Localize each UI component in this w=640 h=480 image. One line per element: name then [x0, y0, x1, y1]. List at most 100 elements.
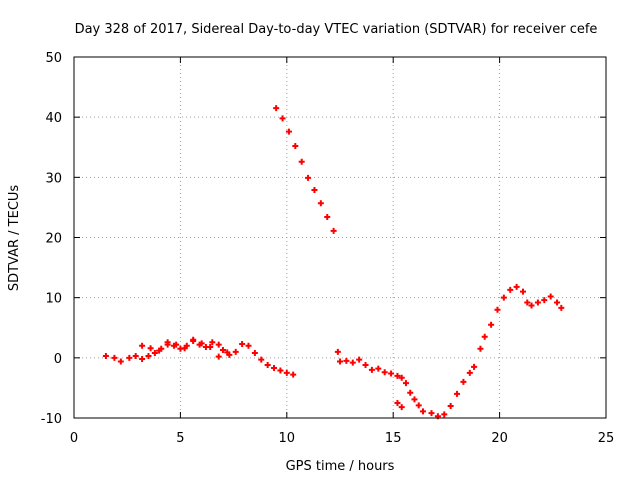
data-point [190, 337, 197, 344]
data-point [334, 348, 341, 355]
data-point [394, 399, 401, 406]
data-point [441, 411, 448, 418]
data-point [111, 354, 118, 361]
x-tick-label: 20 [491, 431, 508, 446]
series-segment-2 [273, 105, 337, 234]
data-point [466, 369, 473, 376]
data-point [324, 214, 331, 221]
data-point [454, 390, 461, 397]
y-tick-label: 0 [54, 352, 62, 367]
data-point [500, 294, 507, 301]
data-point [209, 339, 216, 346]
data-point [198, 340, 205, 347]
data-point [554, 299, 561, 306]
data-point [126, 354, 133, 361]
data-point [337, 358, 343, 365]
x-tick-label: 25 [598, 431, 615, 446]
data-point [398, 404, 405, 411]
data-point [356, 356, 363, 363]
y-tick-label: 30 [45, 171, 62, 186]
y-axis-label: SDTVAR / TECUs [7, 185, 22, 292]
data-point [285, 128, 292, 135]
data-point [173, 341, 180, 348]
data-point [411, 396, 418, 403]
data-point [381, 369, 388, 376]
data-point [258, 356, 265, 363]
data-point [330, 227, 337, 234]
data-point [507, 286, 514, 293]
series-segment-6 [428, 363, 478, 420]
data-point [145, 353, 152, 360]
data-point [524, 299, 531, 306]
series-segment-3 [334, 348, 405, 381]
data-point [447, 402, 454, 409]
data-point [290, 371, 297, 378]
data-point [232, 348, 239, 355]
series-segment-1b [139, 337, 231, 360]
data-point [311, 186, 318, 193]
data-point [239, 340, 246, 347]
data-point [394, 372, 401, 379]
y-tick-label: 50 [45, 51, 62, 66]
data-point [224, 349, 231, 356]
data-point [139, 342, 146, 349]
data-point [251, 350, 258, 357]
y-tick-label: 40 [45, 111, 62, 126]
data-point [419, 408, 426, 415]
data-point [547, 293, 554, 300]
x-tick-label: 15 [385, 431, 402, 446]
data-point [477, 345, 484, 352]
data-point [273, 105, 280, 112]
data-point [117, 358, 124, 365]
data-point [520, 288, 527, 295]
data-point [488, 321, 495, 328]
data-point [375, 365, 382, 372]
data-point [298, 158, 305, 165]
data-point [317, 200, 324, 207]
data-point [147, 345, 154, 352]
y-tick-label: 20 [45, 232, 62, 247]
series-segment-4 [394, 399, 405, 411]
data-point [215, 341, 222, 348]
data-point [132, 353, 139, 360]
data-point [156, 347, 163, 354]
data-point [402, 380, 409, 387]
data-point [534, 299, 541, 306]
data-point [513, 283, 520, 290]
x-tick-label: 5 [176, 431, 184, 446]
data-point [541, 297, 548, 304]
data-point [460, 378, 467, 385]
data-point [558, 304, 565, 311]
data-point [398, 374, 405, 381]
data-point [207, 344, 214, 351]
data-point [494, 306, 501, 313]
data-points [102, 105, 565, 420]
data-point [139, 356, 146, 363]
data-point [292, 143, 299, 150]
data-point [349, 359, 356, 366]
data-point [219, 347, 226, 354]
x-axis-label: GPS time / hours [286, 459, 395, 474]
series-segment-5 [402, 380, 426, 415]
data-point [279, 115, 286, 122]
data-point [245, 342, 252, 349]
data-point [264, 362, 271, 369]
grid-lines [74, 57, 606, 418]
data-point [362, 362, 369, 369]
axis-ticks: 0 5 10 15 20 25 -10 0 10 20 30 40 50 [41, 51, 615, 446]
data-point [164, 339, 171, 346]
x-tick-label: 0 [70, 431, 78, 446]
data-point [528, 302, 535, 309]
x-tick-label: 10 [279, 431, 296, 446]
data-point [415, 402, 422, 409]
data-point [481, 333, 488, 340]
series-segment-1 [102, 336, 297, 378]
data-point [181, 345, 188, 352]
data-point [471, 363, 478, 370]
data-point [388, 370, 395, 377]
plot-frame [73, 56, 607, 419]
data-point [283, 369, 290, 376]
data-point [368, 366, 375, 373]
data-point [277, 367, 284, 374]
